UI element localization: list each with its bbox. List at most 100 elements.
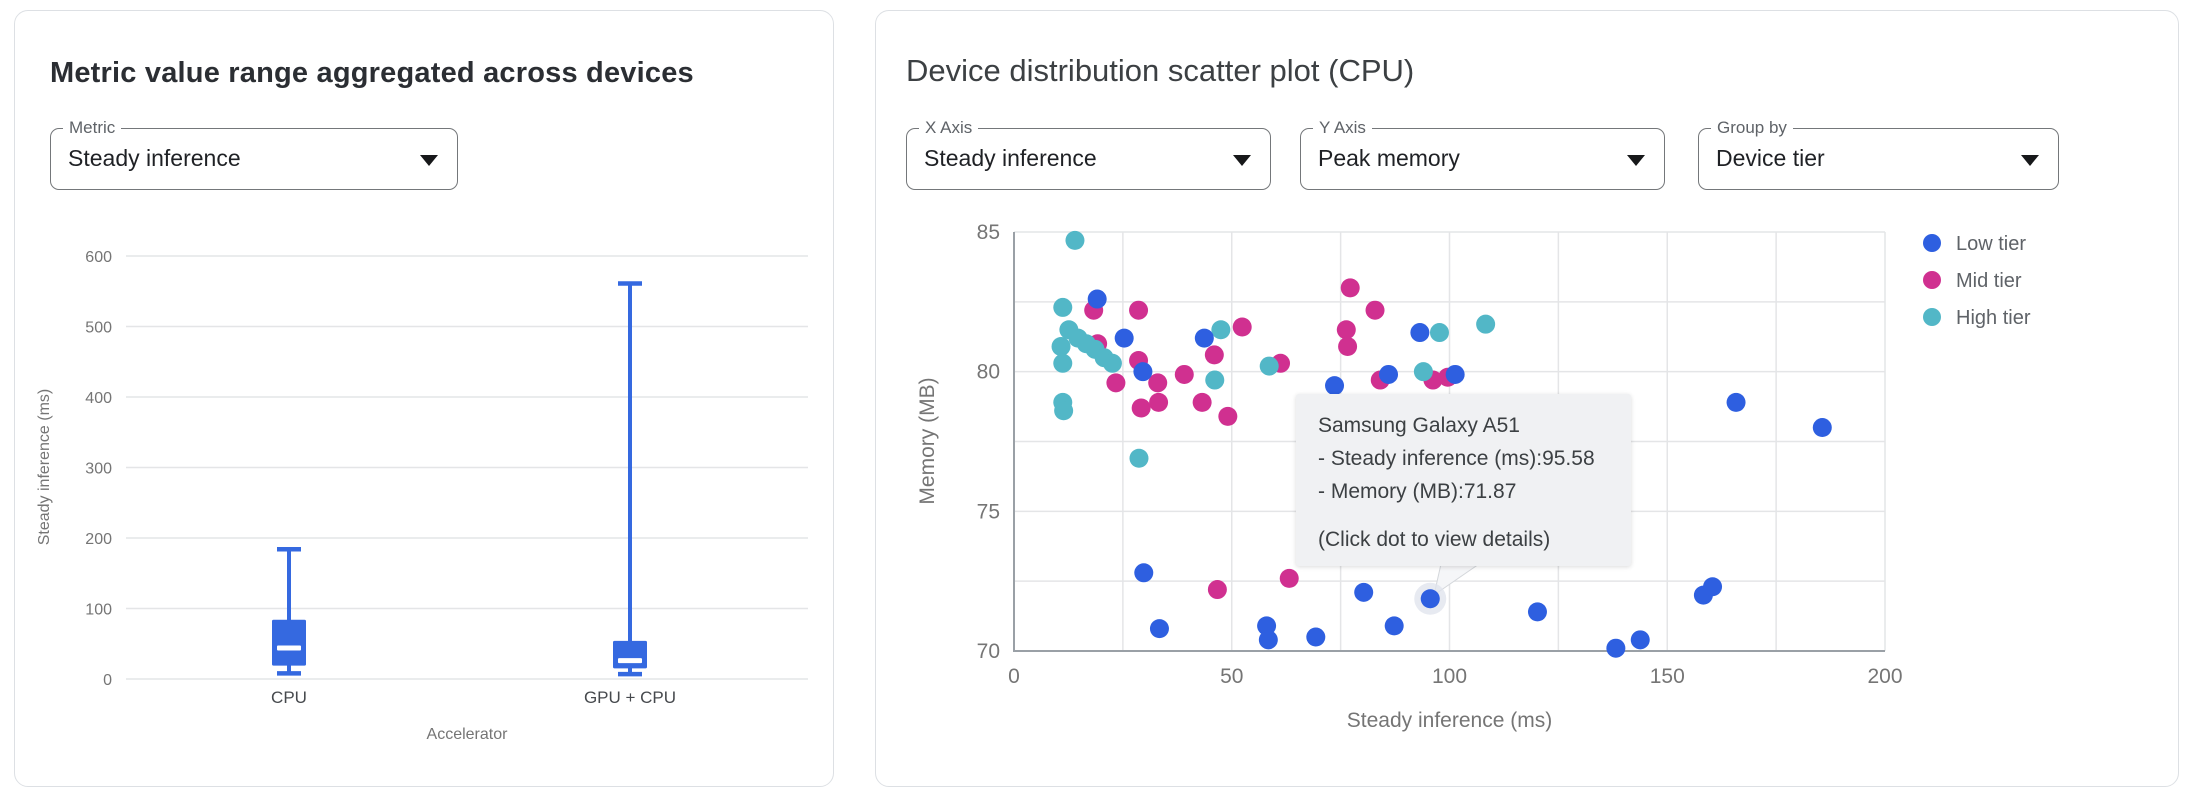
scatter-panel-title: Device distribution scatter plot (CPU) xyxy=(906,53,1415,88)
svg-text:50: 50 xyxy=(1220,665,1243,688)
group-by-select-label: Group by xyxy=(1711,118,1793,138)
scatter-panel: Device distribution scatter plot (CPU) X… xyxy=(875,10,2179,787)
scatter-dot-mid-tier[interactable] xyxy=(1336,320,1356,340)
scatter-dot-low-tier[interactable] xyxy=(1087,289,1107,309)
scatter-dot-high-tier[interactable] xyxy=(1205,370,1225,390)
scatter-dot-low-tier[interactable] xyxy=(1257,616,1277,636)
svg-text:300: 300 xyxy=(85,461,112,478)
scatter-dot-low-tier[interactable] xyxy=(1133,362,1153,382)
svg-text:80: 80 xyxy=(977,361,1000,384)
chevron-down-icon xyxy=(1233,155,1251,166)
boxplot-x-axis-title: Accelerator xyxy=(427,726,509,743)
x-axis-select[interactable]: X Axis Steady inference xyxy=(906,118,1271,190)
scatter-dot-high-tier[interactable] xyxy=(1413,362,1433,382)
scatter-dot-low-tier[interactable] xyxy=(1354,582,1374,602)
scatter-dot-mid-tier[interactable] xyxy=(1192,392,1212,412)
scatter-dot-mid-tier[interactable] xyxy=(1174,364,1194,384)
legend-item-high-tier[interactable]: High tier xyxy=(1923,307,2031,329)
scatter-dot-low-tier[interactable] xyxy=(1258,630,1278,650)
scatter-dot-mid-tier[interactable] xyxy=(1338,337,1358,357)
scatter-dot-low-tier[interactable] xyxy=(1527,602,1547,622)
legend-swatch-high-tier xyxy=(1923,308,1941,326)
scatter-dot-low-tier[interactable] xyxy=(1410,323,1430,343)
scatter-dot-mid-tier[interactable] xyxy=(1204,345,1224,365)
legend-swatch-low-tier xyxy=(1923,234,1941,252)
scatter-dot-mid-tier[interactable] xyxy=(1218,406,1238,426)
legend-item-mid-tier[interactable]: Mid tier xyxy=(1923,270,2022,292)
x-axis-select-value: Steady inference xyxy=(924,145,1097,171)
scatter-dot-mid-tier[interactable] xyxy=(1149,392,1169,412)
scatter-dot-mid-tier[interactable] xyxy=(1129,300,1149,320)
chevron-down-icon xyxy=(420,155,438,166)
tooltip-hint: (Click dot to view details) xyxy=(1318,528,1551,551)
boxplot-box-cpu[interactable] xyxy=(272,547,306,676)
legend-item-low-tier[interactable]: Low tier xyxy=(1923,233,2026,255)
scatter-dot-low-tier[interactable] xyxy=(1630,630,1650,650)
scatter-dot-low-tier[interactable] xyxy=(1325,376,1345,396)
scatter-series-mid-tier xyxy=(1084,278,1458,600)
scatter-dot-mid-tier[interactable] xyxy=(1279,568,1299,588)
boxplot-category-label: GPU + CPU xyxy=(584,688,676,707)
device-tooltip: Samsung Galaxy A51 - Steady inference (m… xyxy=(1296,394,1631,566)
scatter-dot-high-tier[interactable] xyxy=(1129,448,1149,468)
scatter-dot-low-tier[interactable] xyxy=(1149,619,1169,639)
metric-select[interactable]: Metric Steady inference xyxy=(50,118,458,190)
scatter-dot-high-tier[interactable] xyxy=(1054,401,1074,421)
svg-text:600: 600 xyxy=(85,249,112,266)
scatter-dot-low-tier[interactable] xyxy=(1134,563,1154,583)
scatter-axis-ticks: 0 50 100 150 200 70 75 80 85 xyxy=(977,221,1903,688)
scatter-dot-high-tier[interactable] xyxy=(1102,353,1122,373)
scatter-dot-high-tier[interactable] xyxy=(1476,314,1496,334)
scatter-series-high-tier xyxy=(1051,230,1496,468)
tooltip-x-value: - Steady inference (ms):95.58 xyxy=(1318,447,1595,470)
scatter-dot-mid-tier[interactable] xyxy=(1340,278,1360,298)
boxplot-category-label: CPU xyxy=(271,688,307,707)
scatter-dot-low-tier[interactable] xyxy=(1384,616,1404,636)
scatter-dot-low-tier[interactable] xyxy=(1379,364,1399,384)
scatter-dot-high-tier[interactable] xyxy=(1053,297,1073,317)
scatter-legend: Low tier Mid tier High tier xyxy=(1923,233,2031,329)
scatter-dot-low-tier[interactable] xyxy=(1114,328,1134,348)
svg-text:85: 85 xyxy=(977,221,1000,244)
scatter-x-axis-title: Steady inference (ms) xyxy=(1347,709,1552,732)
svg-text:100: 100 xyxy=(85,602,112,619)
scatter-dot-high-tier[interactable] xyxy=(1211,320,1231,340)
scatter-dot-high-tier[interactable] xyxy=(1429,323,1449,343)
scatter-dot-high-tier[interactable] xyxy=(1053,353,1073,373)
metric-select-label: Metric xyxy=(63,118,122,138)
boxplot-panel-title: Metric value range aggregated across dev… xyxy=(50,57,694,89)
scatter-dot-low-tier[interactable] xyxy=(1606,638,1626,658)
scatter-dot-high-tier[interactable] xyxy=(1065,230,1085,250)
boxplot-y-axis-title: Steady inference (ms) xyxy=(36,389,53,546)
y-axis-select[interactable]: Y Axis Peak memory xyxy=(1300,118,1665,190)
scatter-y-axis-title: Memory (MB) xyxy=(916,377,939,504)
group-by-select-value: Device tier xyxy=(1716,145,1825,171)
scatter-dot-low-tier[interactable] xyxy=(1194,328,1214,348)
legend-swatch-mid-tier xyxy=(1923,271,1941,289)
svg-text:0: 0 xyxy=(1008,665,1020,688)
boxplot-box-gpu-cpu[interactable] xyxy=(613,281,647,677)
chevron-down-icon xyxy=(1627,155,1645,166)
scatter-dot-mid-tier[interactable] xyxy=(1232,317,1252,337)
boxplot-panel: Metric value range aggregated across dev… xyxy=(14,10,834,787)
scatter-dot-low-tier[interactable] xyxy=(1306,627,1326,647)
svg-text:400: 400 xyxy=(85,390,112,407)
scatter-dot-mid-tier[interactable] xyxy=(1365,300,1385,320)
boxplot-axis-ticks: 0 100 200 300 400 500 600 xyxy=(85,249,112,689)
scatter-dot-mid-tier[interactable] xyxy=(1207,580,1227,600)
scatter-dot-mid-tier[interactable] xyxy=(1148,373,1168,393)
scatter-dot-low-tier[interactable] xyxy=(1703,577,1723,597)
scatter-dot-mid-tier[interactable] xyxy=(1106,373,1126,393)
scatter-dot-high-tier[interactable] xyxy=(1051,337,1071,357)
legend-label-low-tier: Low tier xyxy=(1956,233,2026,255)
scatter-dot-mid-tier[interactable] xyxy=(1131,398,1151,418)
scatter-dot-highlighted[interactable] xyxy=(1420,589,1440,609)
scatter-dot-low-tier[interactable] xyxy=(1812,418,1832,438)
scatter-chart: 0 50 100 150 200 70 75 80 85 Steady inference (ms… xyxy=(916,221,2031,732)
group-by-select[interactable]: Group by Device tier xyxy=(1698,118,2059,190)
scatter-dot-high-tier[interactable] xyxy=(1259,356,1279,376)
scatter-dot-low-tier[interactable] xyxy=(1445,364,1465,384)
svg-text:100: 100 xyxy=(1432,665,1467,688)
svg-text:500: 500 xyxy=(85,320,112,337)
scatter-dot-low-tier[interactable] xyxy=(1726,392,1746,412)
